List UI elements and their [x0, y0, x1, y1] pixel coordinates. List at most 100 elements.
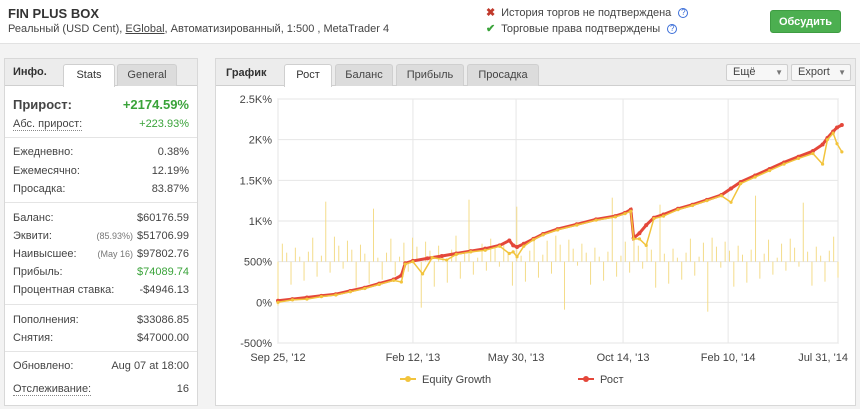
more-dropdown[interactable]: Ещё ▼ — [726, 64, 788, 81]
monthly-row: Ежемесячно: 12.19% — [13, 163, 189, 179]
updated-label: Обновлено: — [13, 360, 74, 372]
check-icon: ✔ — [486, 23, 496, 35]
status-history: ✖ История торгов не подтверждена ? — [486, 6, 689, 19]
y-tick-label: 2K% — [249, 135, 272, 147]
data-point — [483, 248, 487, 252]
data-point — [796, 156, 801, 160]
deposits-row: Пополнения: $33086.85 — [13, 312, 189, 328]
legend-label: Equity Growth — [422, 374, 491, 386]
tab-profit[interactable]: Прибыль — [396, 64, 464, 86]
data-point — [425, 256, 430, 261]
data-point — [522, 244, 526, 248]
withdrawals-value: $47000.00 — [137, 332, 189, 344]
legend-swatch-dot — [405, 376, 411, 382]
tab-growth[interactable]: Рост — [284, 64, 332, 87]
chart-series — [276, 123, 844, 304]
divider — [5, 137, 197, 138]
status-rights-text: Торговые права подтверждены — [501, 23, 661, 35]
tracking-label[interactable]: Отслеживание: — [13, 383, 92, 396]
data-point — [835, 142, 839, 146]
tab-stats[interactable]: Stats — [63, 64, 115, 87]
daily-value: 0.38% — [157, 146, 189, 158]
data-point — [392, 278, 396, 282]
abs-growth-row: Абс. прирост: +223.93% — [13, 116, 189, 132]
data-point — [348, 290, 352, 294]
tracking-value: 16 — [176, 383, 189, 395]
data-point — [575, 223, 579, 227]
data-point — [835, 125, 840, 130]
data-point — [831, 131, 835, 135]
monthly-value: 12.19% — [151, 165, 189, 177]
data-point — [719, 194, 723, 198]
data-point — [753, 175, 757, 179]
chart-tabbar: График Рост Баланс Прибыль Просадка Ещё … — [216, 59, 855, 87]
broker-link[interactable]: EGlobal — [125, 23, 165, 35]
discuss-button[interactable]: Обсудить — [770, 10, 841, 33]
tab-general[interactable]: General — [117, 64, 177, 86]
divider — [5, 351, 197, 352]
export-label: Export — [798, 66, 830, 78]
series-line-growth — [277, 123, 843, 303]
tab-drawdown[interactable]: Просадка — [467, 64, 539, 86]
info-panel: Инфо. Stats General Прирост: +2174.59% А… — [4, 58, 198, 406]
abs-growth-value: +223.93% — [139, 118, 189, 130]
help-icon[interactable]: ? — [667, 24, 678, 34]
data-point — [644, 243, 648, 247]
highest-value: $97802.76 — [137, 248, 189, 260]
data-point — [363, 286, 367, 291]
y-tick-label: 0% — [256, 297, 272, 309]
x-tick-label: Feb 12, '13 — [386, 352, 441, 364]
data-point — [511, 250, 515, 254]
data-point — [511, 243, 516, 248]
abs-growth-label[interactable]: Абс. прирост: — [13, 118, 83, 131]
x-tick-label: Jul 31, '14 — [798, 352, 848, 364]
chevron-down-icon: ▼ — [775, 68, 783, 77]
divider — [5, 304, 197, 305]
info-tabbar: Инфо. Stats General — [5, 59, 197, 87]
equity-value: $51706.99 — [137, 230, 189, 242]
monthly-label: Ежемесячно: — [13, 165, 80, 177]
data-point — [637, 237, 642, 241]
account-header: FIN PLUS BOX Реальный (USD Cent), EGloba… — [0, 0, 860, 44]
data-point — [690, 203, 695, 208]
data-point — [820, 162, 825, 166]
status-history-text: История торгов не подтверждена — [501, 7, 672, 19]
info-panel-title: Инфо. — [13, 66, 47, 78]
profit-label: Прибыль: — [13, 266, 63, 278]
legend-label: Рост — [600, 374, 624, 386]
balance-value: $60176.59 — [137, 212, 189, 224]
equity-spikes — [277, 195, 839, 312]
data-point — [445, 258, 449, 262]
chart-legend: Equity Growth Рост — [400, 374, 624, 386]
data-point — [276, 300, 280, 304]
data-point — [515, 245, 520, 250]
tracking-row: Отслеживание: 16 — [13, 381, 189, 397]
account-subtitle: Реальный (USD Cent), EGlobal, Автоматизи… — [8, 23, 389, 35]
export-dropdown[interactable]: Export ▼ — [791, 64, 851, 81]
daily-row: Ежедневно: 0.38% — [13, 144, 189, 160]
data-point — [825, 138, 829, 142]
data-point — [739, 181, 743, 186]
status-rights: ✔ Торговые права подтверждены ? — [486, 22, 678, 35]
y-tick-label: 1.5K% — [240, 175, 273, 187]
interest-row: Процентная ставка: -$4946.13 — [13, 282, 189, 298]
data-point — [839, 123, 844, 128]
data-point — [676, 208, 680, 212]
y-tick-label: 2.5K% — [240, 94, 273, 106]
data-point — [305, 297, 309, 301]
data-point — [705, 199, 709, 203]
help-icon[interactable]: ? — [678, 8, 689, 18]
data-point — [377, 282, 381, 287]
tab-balance[interactable]: Баланс — [335, 64, 393, 86]
data-point — [420, 272, 425, 276]
drawdown-label: Просадка: — [13, 183, 66, 195]
equity-label: Эквити: — [13, 230, 52, 242]
growth-label: Прирост: — [13, 97, 72, 112]
data-point — [652, 216, 656, 221]
more-label: Ещё — [733, 66, 756, 78]
highest-row: Наивысшее: (May 16) $97802.76 — [13, 246, 189, 262]
x-tick-label: Sep 25, '12 — [250, 352, 305, 364]
highest-label: Наивысшее: — [13, 248, 77, 260]
data-point — [820, 142, 825, 147]
data-point — [515, 255, 519, 259]
